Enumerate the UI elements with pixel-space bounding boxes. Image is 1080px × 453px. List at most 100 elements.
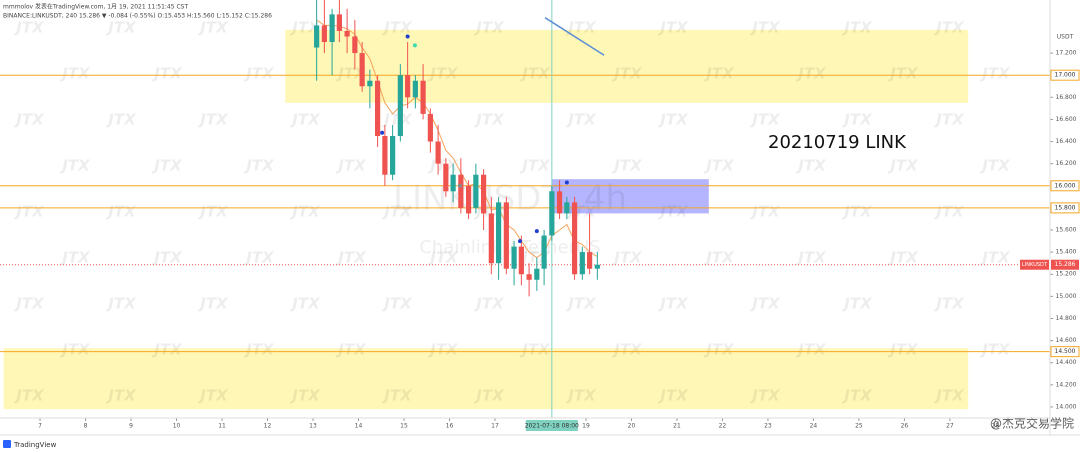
watermark: JTX [565, 387, 597, 405]
candle-body [344, 30, 350, 37]
watermark: JTX [933, 295, 965, 313]
brand: TradingView [13, 441, 57, 449]
symbol-label-box [1020, 259, 1049, 270]
watermark: JTX [657, 295, 689, 313]
candle-body [367, 80, 373, 87]
x-tick-label: 28 [992, 423, 1000, 430]
candle-body [450, 174, 456, 192]
watermark: JTX [979, 341, 1011, 359]
watermark: JTX [59, 341, 91, 359]
watermark: JTX [749, 387, 781, 405]
x-tick-label: 22 [719, 423, 727, 430]
candle-body [465, 185, 472, 214]
candle-body [427, 113, 433, 142]
watermark: JTX [703, 65, 735, 83]
watermark: JTX [243, 341, 275, 359]
x-tick-label: 7 [38, 423, 42, 430]
watermark: JTX [243, 65, 275, 83]
candle-body [556, 191, 563, 214]
watermark: JTX [749, 19, 781, 37]
level-label-box [1050, 180, 1080, 192]
watermark: JTX [657, 203, 689, 221]
candle-body [488, 213, 494, 264]
watermark: JTX [841, 387, 873, 405]
y-tick-label: 15.200 [1056, 271, 1077, 278]
watermark: JTX [105, 295, 137, 313]
watermark: JTX [703, 249, 735, 267]
level-label-box [1050, 346, 1080, 358]
watermark: JTX [13, 295, 45, 313]
candle-body [511, 246, 517, 269]
price-axis [1051, 0, 1080, 435]
watermark: JTX [151, 65, 183, 83]
y-tick-label: 17.200 [1056, 50, 1077, 57]
candle-body [321, 25, 327, 43]
axis-unit: USDT [1057, 34, 1074, 41]
level-label: 15.800 [1055, 204, 1076, 211]
y-tick-label: 16.600 [1056, 116, 1077, 123]
candle-body [390, 136, 396, 175]
watermark: JTX [887, 65, 919, 83]
watermark: JTX [611, 157, 643, 175]
watermark: JTX [151, 157, 183, 175]
watermark: JTX [335, 65, 367, 83]
watermark: JTX [795, 341, 827, 359]
candle-body [443, 163, 449, 192]
trendline [544, 17, 605, 56]
x-tick-label: 9 [129, 423, 133, 430]
x-tick-label: 8 [84, 423, 88, 430]
watermark: JTX [289, 111, 321, 129]
watermark: JTX [151, 249, 183, 267]
candle-body [374, 80, 381, 137]
watermark: JTX [381, 111, 413, 129]
watermark: JTX [979, 157, 1011, 175]
watermark: JTX [427, 341, 459, 359]
watermark: JTX [289, 19, 321, 37]
candle-body [481, 174, 487, 214]
candle-body [594, 264, 600, 269]
x-tick-label: 27 [946, 423, 954, 430]
x-tick-label: 14 [355, 423, 363, 430]
candle-body [314, 25, 320, 48]
watermark: JTX [381, 19, 413, 37]
x-tick-label: 21 [673, 423, 681, 430]
watermark: JTX [611, 341, 643, 359]
watermark: JTX [979, 249, 1011, 267]
candle-body [549, 191, 555, 236]
watermark: JTX [841, 295, 873, 313]
name-watermark: Chainlink / TetherUS [419, 237, 600, 258]
level-label-box [1050, 69, 1080, 81]
watermark: JTX [795, 157, 827, 175]
y-tick-label: 15.600 [1056, 227, 1077, 234]
watermark: JTX [887, 157, 919, 175]
watermark: JTX [59, 65, 91, 83]
watermark: JTX [933, 19, 965, 37]
x-tick-label: 12 [264, 423, 272, 430]
watermark: JTX [795, 65, 827, 83]
signal-dot [564, 180, 569, 185]
candle-body [412, 80, 418, 98]
watermark: JTX [243, 249, 275, 267]
watermark: JTX [565, 295, 597, 313]
y-tick-label: 16.800 [1056, 94, 1077, 101]
watermark: JTX [473, 19, 505, 37]
y-tick-label: 14.000 [1056, 403, 1077, 410]
x-tick-label: 19 [582, 423, 590, 430]
watermark: JTX [841, 111, 873, 129]
x-tick-label: 20 [628, 423, 636, 430]
watermark: JTX [657, 19, 689, 37]
watermark: JTX [197, 387, 229, 405]
candle-body [359, 53, 365, 87]
watermark: JTX [657, 387, 689, 405]
watermark: JTX [749, 203, 781, 221]
watermark: JTX [335, 157, 367, 175]
candle-body [496, 202, 502, 264]
x-tick-label: 10 [173, 423, 181, 430]
level-label-box [1050, 202, 1080, 214]
watermark: JTX [13, 19, 45, 37]
watermark: JTX [13, 203, 45, 221]
crosshair-label-box [525, 420, 578, 431]
watermark: JTX [105, 19, 137, 37]
